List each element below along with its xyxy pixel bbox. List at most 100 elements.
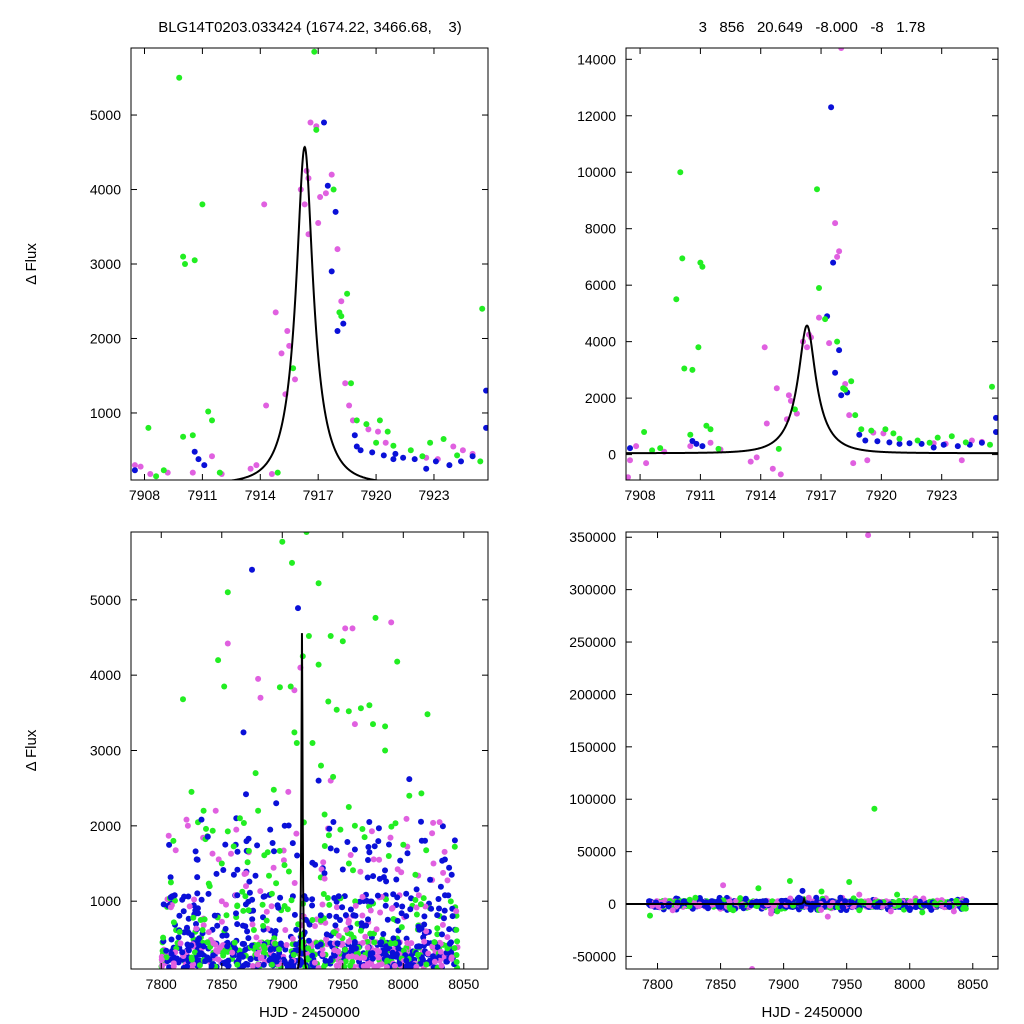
data-point (446, 462, 453, 469)
data-point (272, 928, 279, 934)
data-point (838, 392, 845, 399)
data-point (386, 841, 392, 848)
data-point (257, 694, 264, 701)
data-point (411, 456, 418, 463)
data-point (304, 950, 311, 957)
data-point (699, 443, 706, 450)
data-point (453, 952, 460, 958)
y-tick-label: 6000 (585, 277, 616, 293)
data-point (822, 316, 829, 323)
y-tick-label: 50000 (577, 844, 616, 860)
data-point (294, 852, 301, 859)
data-point (363, 421, 370, 428)
data-point (357, 705, 364, 712)
data-point (247, 465, 254, 472)
data-point (333, 904, 340, 911)
x-tick-label: 7920 (360, 487, 391, 503)
data-point (677, 169, 684, 176)
data-point (926, 439, 933, 446)
x-tick-label: 8000 (388, 976, 419, 992)
data-point (444, 958, 450, 965)
data-point (351, 822, 358, 829)
data-point (321, 119, 327, 126)
data-point (839, 903, 846, 910)
data-point (326, 825, 333, 832)
data-point (387, 940, 394, 947)
data-point (282, 946, 289, 953)
data-point (382, 867, 388, 874)
data-point (233, 910, 239, 917)
data-point (263, 402, 270, 409)
data-point (205, 929, 212, 936)
data-point (176, 928, 183, 935)
y-tick-label: 1000 (90, 405, 121, 421)
data-point (747, 458, 754, 465)
data-point (191, 448, 198, 455)
data-point (246, 878, 253, 885)
data-point (305, 633, 312, 639)
data-point (692, 894, 699, 901)
data-point (364, 874, 371, 881)
data-point (240, 729, 247, 736)
data-point (244, 859, 251, 866)
model-curve (227, 145, 382, 480)
data-point (279, 538, 286, 545)
data-point (382, 747, 389, 754)
data-point (392, 940, 399, 947)
data-point (175, 934, 182, 941)
data-point (193, 925, 200, 932)
data-point (423, 465, 430, 472)
data-point (357, 447, 364, 454)
data-point (353, 954, 360, 961)
data-point (649, 447, 656, 454)
data-point (887, 908, 894, 915)
data-point (716, 898, 723, 905)
data-point (818, 888, 825, 895)
data-point (430, 953, 436, 960)
data-point (389, 905, 396, 911)
data-point (209, 827, 216, 834)
data-point (318, 762, 324, 769)
data-point (742, 895, 749, 902)
data-point (202, 958, 209, 965)
data-point (260, 943, 267, 949)
data-point (987, 441, 993, 448)
data-point (390, 442, 397, 449)
data-point (850, 460, 857, 467)
data-point (292, 376, 298, 383)
data-point (327, 633, 334, 639)
data-point (928, 906, 935, 913)
data-point (418, 790, 425, 797)
data-point (434, 944, 441, 951)
data-point (231, 939, 238, 946)
data-point (376, 417, 383, 424)
data-point (377, 909, 384, 916)
data-point (205, 408, 212, 415)
data-point (283, 942, 290, 948)
data-point (245, 835, 252, 842)
data-point (407, 906, 414, 913)
data-point (442, 892, 448, 899)
data-point (268, 903, 275, 910)
data-point (415, 943, 422, 950)
x-tick-label: 7914 (245, 487, 276, 503)
data-point (293, 740, 300, 746)
data-point (390, 456, 397, 463)
data-point (882, 426, 889, 433)
data-point (315, 965, 322, 969)
data-point (212, 807, 219, 814)
data-point (314, 943, 321, 950)
data-point (365, 844, 372, 850)
data-point (163, 954, 170, 961)
data-point (210, 940, 217, 947)
data-point (274, 469, 281, 476)
data-point (266, 957, 273, 964)
data-point (398, 910, 405, 917)
data-point (483, 387, 488, 394)
data-point (695, 344, 702, 351)
data-point (427, 439, 434, 446)
data-point (185, 893, 192, 900)
data-point (293, 941, 300, 948)
data-point (342, 912, 349, 919)
data-point (940, 441, 947, 448)
